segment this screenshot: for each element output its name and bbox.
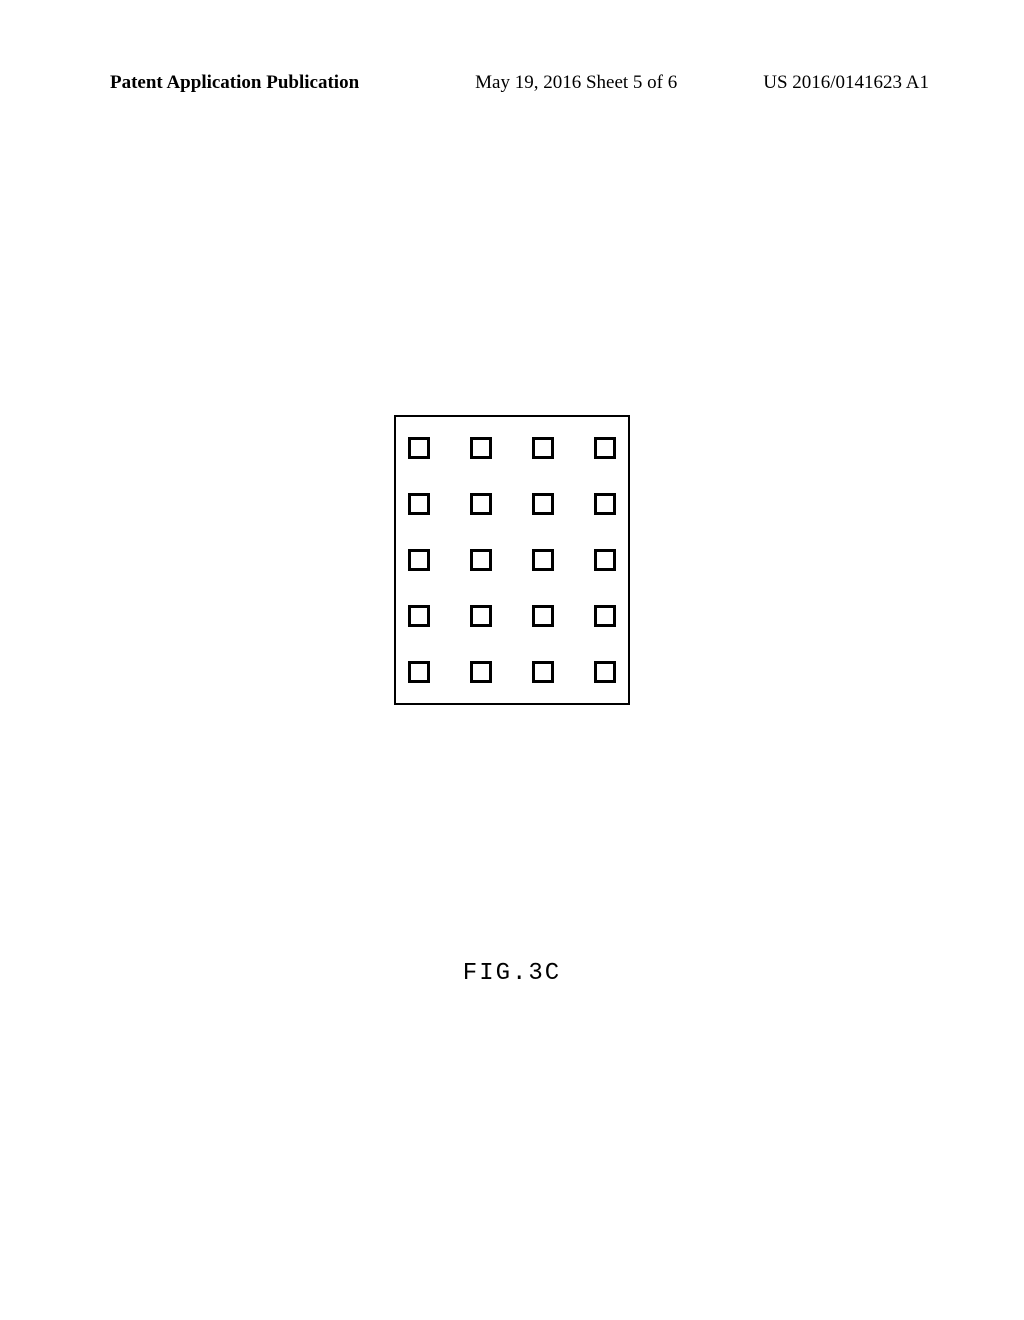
grid-square: [594, 549, 616, 571]
grid-square: [532, 437, 554, 459]
grid-square: [594, 437, 616, 459]
grid-square: [532, 605, 554, 627]
grid-square: [470, 605, 492, 627]
page-header: Patent Application Publication May 19, 2…: [0, 72, 1024, 94]
square-grid: [408, 437, 616, 683]
grid-square: [470, 549, 492, 571]
grid-square: [532, 493, 554, 515]
header-publication-type: Patent Application Publication: [110, 72, 359, 94]
grid-square: [408, 549, 430, 571]
grid-square: [532, 549, 554, 571]
figure-diagram: [394, 415, 630, 705]
grid-square: [594, 493, 616, 515]
grid-square: [408, 605, 430, 627]
grid-square: [470, 437, 492, 459]
grid-square: [408, 493, 430, 515]
grid-square: [470, 661, 492, 683]
header-date-sheet: May 19, 2016 Sheet 5 of 6: [445, 72, 677, 94]
header-publication-number: US 2016/0141623 A1: [763, 72, 929, 94]
figure-label: FIG.3C: [463, 960, 561, 987]
grid-square: [408, 661, 430, 683]
grid-square: [408, 437, 430, 459]
grid-square: [594, 661, 616, 683]
grid-square: [532, 661, 554, 683]
grid-square: [470, 493, 492, 515]
grid-square: [594, 605, 616, 627]
